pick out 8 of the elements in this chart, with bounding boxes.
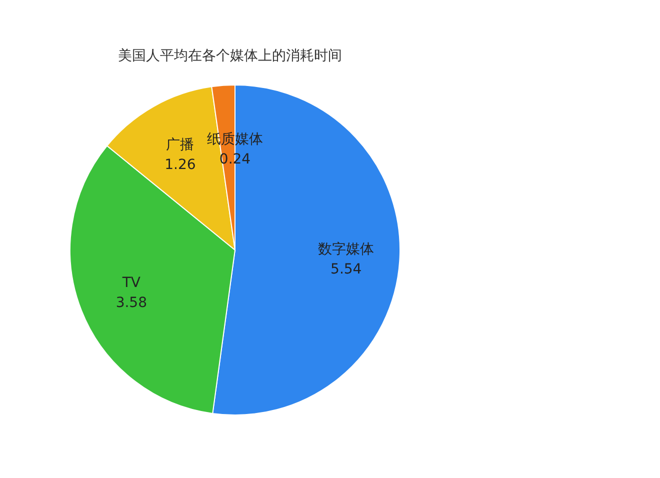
slice-label: 数字媒体 [318,242,374,258]
data-label: 5.54 [330,262,362,278]
data-label: 0.24 [219,152,251,168]
slice-label: TV [121,274,141,291]
data-label: 3.58 [116,294,147,311]
slice-label: 广播 [166,137,194,154]
chart-title: 美国人平均在各个媒体上的消耗时间 [118,48,342,64]
data-label: 1.26 [164,157,196,174]
